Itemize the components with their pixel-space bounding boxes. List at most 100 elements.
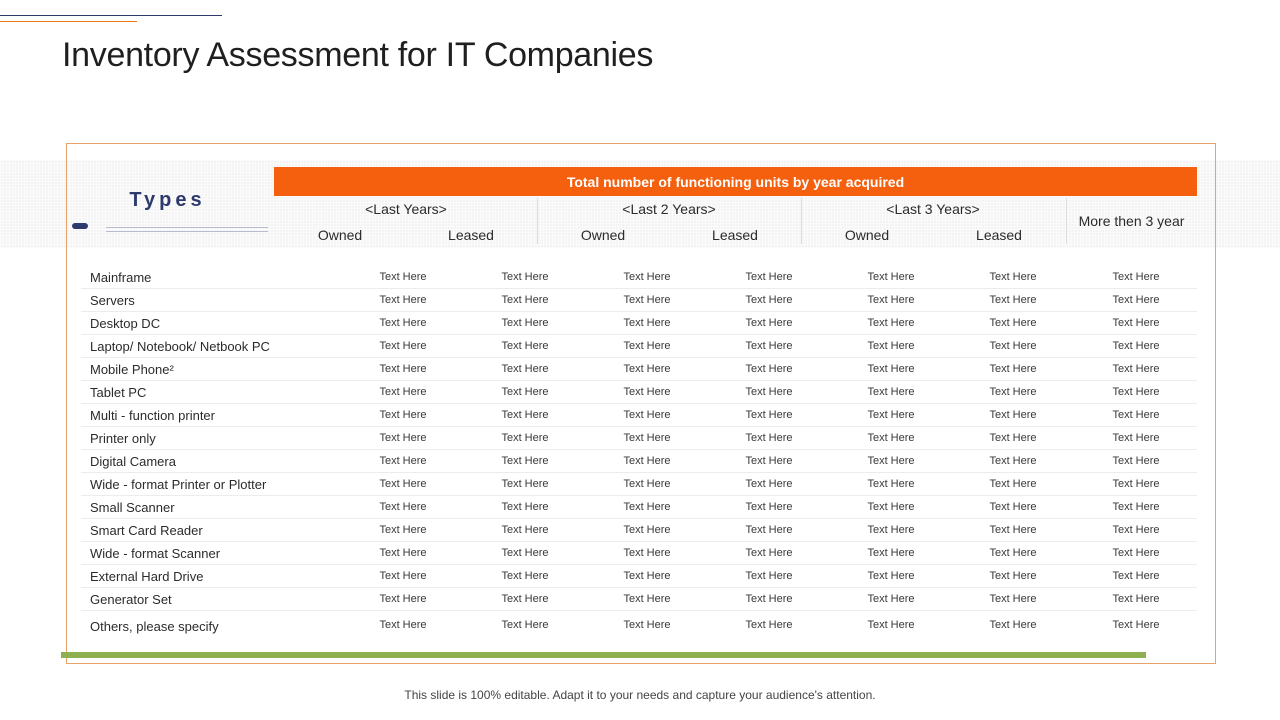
table-cell: Text Here [1112,478,1160,490]
table-cell: Text Here [501,478,549,490]
row-label: Multi - function printer [90,408,215,423]
table-cell: Text Here [379,386,427,398]
subheader-more-than-3-years: More then 3 year [1078,213,1185,229]
table-cell: Text Here [501,524,549,536]
table-cell: Text Here [1112,432,1160,444]
table-cell: Text Here [379,317,427,329]
table-cell: Text Here [745,294,793,306]
table-row: Wide - format Scanner Text Here Text Here T… [81,542,1197,565]
table-row: Mobile Phone² Text Here Text Here Text Here… [81,358,1197,381]
row-label: Wide - format Scanner [90,546,221,561]
page-title: Inventory Assessment for IT Companies [62,36,654,74]
inventory-table-body: Mainframe Text Here Text Here Text Here Text… [81,266,1197,641]
row-label: Others, please specify [90,619,219,634]
table-cell: Text Here [501,593,549,605]
table-cell: Text Here [745,432,793,444]
table-cell: Text Here [623,570,671,582]
row-label: External Hard Drive [90,569,204,584]
table-cell: Text Here [989,317,1037,329]
table-cell: Text Here [1112,271,1160,283]
table-cell: Text Here [745,478,793,490]
table-cell: Text Here [1112,340,1160,352]
table-cell: Text Here [1112,386,1160,398]
table-cell: Text Here [989,271,1037,283]
row-label: Digital Camera [90,454,176,469]
row-label: Wide - format Printer or Plotter [90,477,267,492]
table-cell: Text Here [745,547,793,559]
row-label: Tablet PC [90,385,147,400]
table-cell: Text Here [989,524,1037,536]
table-cell: Text Here [867,340,915,352]
table-cell: Text Here [501,294,549,306]
table-cell: Text Here [501,570,549,582]
table-row: Others, please specify Text Here Text Here… [81,611,1197,641]
table-cell: Text Here [745,317,793,329]
table-row: Desktop DC Text Here Text Here Text Here Tex… [81,312,1197,335]
table-cell: Text Here [867,570,915,582]
subheader-leased: Leased [448,227,494,243]
table-row: Printer only Text Here Text Here Text Here T… [81,427,1197,450]
subheader-owned: Owned [844,227,890,243]
table-cell: Text Here [379,409,427,421]
row-label: Desktop DC [90,316,161,331]
table-cell: Text Here [989,409,1037,421]
table-cell: Text Here [745,409,793,421]
table-cell: Text Here [1112,570,1160,582]
table-cell: Text Here [501,547,549,559]
table-cell: Text Here [379,340,427,352]
types-accent-dot [72,223,88,229]
table-cell: Text Here [1112,317,1160,329]
table-cell: Text Here [623,386,671,398]
table-cell: Text Here [989,501,1037,513]
table-cell: Text Here [989,340,1037,352]
table-row: Multi - function printer Text Here Text He… [81,404,1197,427]
table-cell: Text Here [379,524,427,536]
table-cell: Text Here [379,432,427,444]
table-cell: Text Here [989,432,1037,444]
table-cell: Text Here [1112,501,1160,513]
table-cell: Text Here [745,271,793,283]
table-cell: Text Here [1112,593,1160,605]
row-label: Servers [90,293,135,308]
table-cell: Text Here [867,363,915,375]
table-cell: Text Here [623,317,671,329]
table-row: Tablet PC Text Here Text Here Text Here Text… [81,381,1197,404]
table-cell: Text Here [867,317,915,329]
table-cell: Text Here [989,386,1037,398]
table-row: Smart Card Reader Text Here Text Here Text … [81,519,1197,542]
table-cell: Text Here [989,570,1037,582]
table-cell: Text Here [989,547,1037,559]
table-cell: Text Here [623,363,671,375]
subheader-leased: Leased [976,227,1022,243]
table-row: Generator Set Text Here Text Here Text Here… [81,588,1197,611]
decorative-line-orange [0,21,137,22]
table-cell: Text Here [867,619,915,631]
table-cell: Text Here [1112,294,1160,306]
table-cell: Text Here [989,455,1037,467]
table-row: Small Scanner Text Here Text Here Text Here… [81,496,1197,519]
table-cell: Text Here [867,386,915,398]
table-cell: Text Here [379,501,427,513]
table-cell: Text Here [1112,363,1160,375]
table-cell: Text Here [623,478,671,490]
table-cell: Text Here [379,619,427,631]
table-cell: Text Here [623,271,671,283]
table-cell: Text Here [501,501,549,513]
table-cell: Text Here [867,294,915,306]
row-label: Smart Card Reader [90,523,203,538]
row-label: Mainframe [90,270,152,285]
group-header-last-3-years: <Last 3 Years> [886,201,980,217]
table-cell: Text Here [989,478,1037,490]
table-cell: Text Here [379,455,427,467]
table-cell: Text Here [379,294,427,306]
table-cell: Text Here [867,524,915,536]
table-cell: Text Here [623,547,671,559]
types-underline [106,227,268,232]
table-cell: Text Here [1112,547,1160,559]
table-cell: Text Here [989,619,1037,631]
table-cell: Text Here [1112,524,1160,536]
table-cell: Text Here [623,593,671,605]
table-cell: Text Here [867,455,915,467]
subheader-leased: Leased [712,227,758,243]
header-banner: Total number of functioning units by yea… [274,167,1197,196]
